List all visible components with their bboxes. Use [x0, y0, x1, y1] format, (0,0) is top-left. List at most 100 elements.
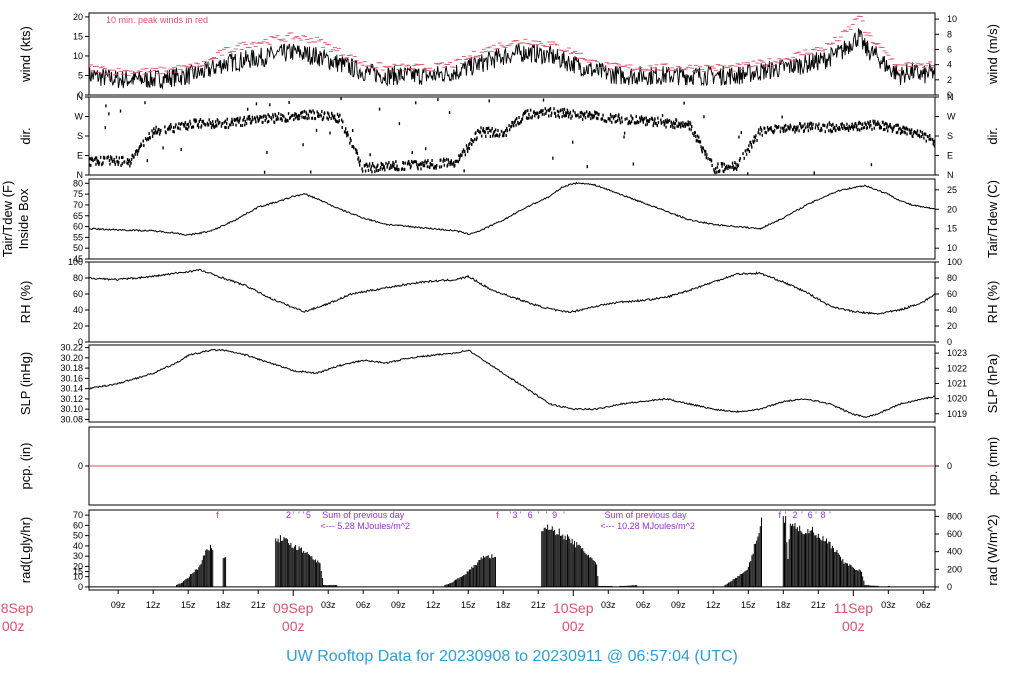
direction-point	[457, 160, 460, 164]
direction-point	[415, 101, 417, 105]
direction-point	[637, 120, 640, 124]
direction-point	[703, 115, 705, 119]
direction-point	[545, 109, 548, 113]
direction-point	[250, 121, 252, 125]
direction-point	[367, 168, 370, 172]
direction-point	[714, 171, 716, 175]
direction-point	[796, 128, 798, 132]
direction-point	[243, 115, 245, 119]
direction-point	[443, 157, 445, 161]
direction-point	[682, 121, 684, 125]
direction-point	[492, 132, 495, 136]
direction-point	[553, 107, 555, 111]
direction-point	[748, 149, 751, 153]
direction-point	[310, 170, 312, 174]
direction-point	[549, 106, 552, 110]
rh-right-tick-label: 100	[947, 257, 962, 267]
x-tick-label: 09z	[391, 600, 406, 610]
direction-point	[652, 124, 654, 128]
direction-point	[198, 119, 200, 123]
direction-point	[121, 162, 123, 166]
slp-right-tick-label: 1023	[947, 348, 967, 358]
direction-point	[727, 164, 730, 168]
direction-point	[536, 112, 539, 116]
direction-point	[595, 111, 597, 115]
direction-point	[910, 128, 913, 132]
direction-point	[244, 119, 247, 123]
direction-point	[910, 131, 912, 135]
direction-point	[224, 119, 227, 123]
direction-point	[694, 131, 696, 135]
date-label-hour: 00z	[282, 618, 305, 634]
direction-point	[885, 122, 887, 126]
slp-left-tick-label: 30.22	[60, 343, 83, 353]
direction-point	[284, 117, 287, 121]
direction-point	[696, 134, 699, 138]
direction-point	[566, 111, 568, 115]
direction-point	[237, 116, 239, 120]
slp-left-tick-label: 30.18	[60, 363, 83, 373]
direction-point	[501, 134, 504, 138]
direction-point	[542, 98, 545, 102]
direction-point	[302, 143, 304, 147]
direction-point	[424, 147, 427, 151]
direction-point	[896, 123, 898, 127]
direction-point	[664, 121, 666, 125]
direction-point	[513, 124, 515, 128]
direction-point	[734, 161, 736, 165]
direction-point	[489, 134, 492, 138]
direction-point	[469, 141, 471, 145]
direction-point	[164, 125, 166, 129]
direction-point	[296, 115, 298, 119]
direction-point	[321, 110, 323, 114]
direction-point	[918, 133, 920, 137]
direction-point	[591, 116, 594, 120]
direction-point	[175, 123, 177, 127]
direction-point	[859, 121, 862, 125]
direction-point	[108, 159, 111, 163]
direction-point	[464, 153, 467, 157]
direction-point	[96, 159, 98, 163]
direction-point	[588, 114, 590, 118]
direction-point	[225, 122, 228, 126]
direction-point	[669, 125, 672, 129]
rad-hour-mark: '	[546, 510, 548, 520]
direction-point	[879, 124, 881, 128]
direction-point	[565, 113, 567, 117]
slp-right-tick-label: 1020	[947, 394, 967, 404]
direction-point	[200, 124, 203, 128]
wind-left-tick-label: 5	[78, 70, 83, 80]
slp-right-tick-label: 1019	[947, 409, 967, 419]
wind-left-tick-label: 10	[73, 51, 83, 61]
direction-point	[226, 117, 228, 121]
x-tick-label: 03z	[321, 600, 336, 610]
direction-points	[89, 97, 935, 175]
direction-point	[756, 138, 758, 142]
direction-point	[807, 129, 810, 133]
x-tick-label: 03z	[601, 600, 616, 610]
direction-point	[812, 122, 814, 126]
direction-point	[761, 133, 763, 137]
direction-point	[485, 134, 487, 138]
direction-point	[301, 110, 304, 114]
direction-point	[697, 139, 699, 143]
direction-point	[663, 123, 665, 127]
direction-point	[869, 120, 871, 124]
direction-point	[276, 115, 279, 119]
direction-point	[179, 127, 181, 131]
direction-point	[815, 123, 817, 127]
direction-point	[828, 129, 830, 133]
direction-point	[317, 114, 319, 118]
direction-point	[527, 109, 529, 113]
direction-point	[371, 161, 374, 165]
direction-point	[518, 121, 521, 125]
direction-point	[671, 122, 673, 126]
direction-point	[882, 120, 884, 124]
direction-point	[104, 126, 107, 130]
direction-point	[475, 131, 477, 135]
direction-point	[808, 125, 810, 129]
direction-point	[783, 127, 785, 131]
direction-point	[468, 146, 471, 150]
direction-point	[252, 117, 254, 121]
direction-point	[623, 135, 625, 139]
